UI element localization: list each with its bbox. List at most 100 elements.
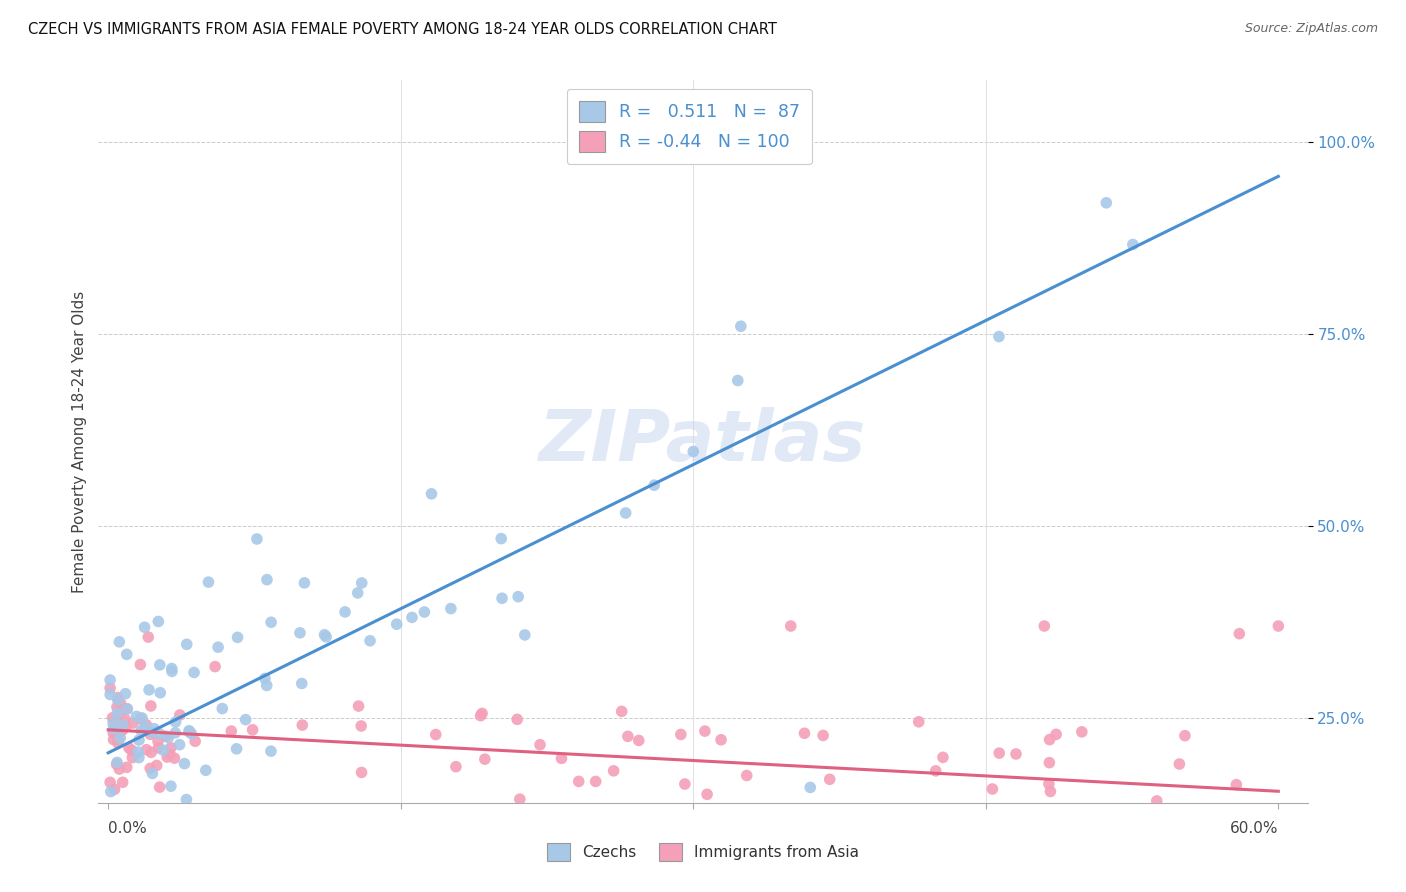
Point <box>111 775 134 789</box>
Point <box>177 723 200 738</box>
Point <box>1070 724 1092 739</box>
Point <box>103 732 125 747</box>
Point <box>111 717 134 731</box>
Point <box>288 625 311 640</box>
Point <box>204 659 226 673</box>
Point <box>799 780 821 795</box>
Point <box>981 782 1004 797</box>
Point <box>669 727 692 741</box>
Point <box>183 665 205 680</box>
Point <box>105 757 128 772</box>
Point <box>110 696 132 710</box>
Point <box>155 729 177 743</box>
Point <box>602 764 624 778</box>
Point <box>489 532 512 546</box>
Point <box>136 630 159 644</box>
Point <box>617 729 640 743</box>
Point <box>104 782 127 797</box>
Point <box>314 628 336 642</box>
Point <box>139 761 162 775</box>
Point <box>103 722 125 736</box>
Point <box>141 766 163 780</box>
Point <box>643 478 665 492</box>
Point <box>131 711 153 725</box>
Point <box>160 779 183 793</box>
Point <box>256 678 278 692</box>
Point <box>197 575 219 590</box>
Point <box>163 751 186 765</box>
Point <box>682 444 704 458</box>
Point <box>117 702 139 716</box>
Point <box>471 706 494 721</box>
Point <box>108 706 131 720</box>
Point <box>141 725 163 739</box>
Point <box>101 725 124 739</box>
Point <box>149 727 172 741</box>
Text: 60.0%: 60.0% <box>1230 822 1278 837</box>
Point <box>145 758 167 772</box>
Point <box>105 713 128 727</box>
Point <box>710 732 733 747</box>
Point <box>129 657 152 672</box>
Point <box>346 586 368 600</box>
Legend: Czechs, Immigrants from Asia: Czechs, Immigrants from Asia <box>541 837 865 867</box>
Point <box>603 810 626 824</box>
Point <box>127 745 149 759</box>
Point <box>793 726 815 740</box>
Point <box>291 718 314 732</box>
Point <box>135 718 157 732</box>
Point <box>614 506 637 520</box>
Point <box>988 329 1011 343</box>
Point <box>107 690 129 705</box>
Point <box>129 712 152 726</box>
Point <box>508 590 530 604</box>
Point <box>110 731 132 745</box>
Point <box>385 617 408 632</box>
Point <box>288 830 311 844</box>
Point <box>246 532 269 546</box>
Point <box>347 699 370 714</box>
Point <box>105 756 128 770</box>
Point <box>696 787 718 801</box>
Point <box>108 635 131 649</box>
Point <box>115 702 138 716</box>
Point <box>105 706 128 721</box>
Point <box>173 756 195 771</box>
Point <box>107 736 129 750</box>
Point <box>184 734 207 748</box>
Point <box>350 576 373 591</box>
Point <box>486 811 509 825</box>
Point <box>114 712 136 726</box>
Point <box>779 619 801 633</box>
Point <box>1038 777 1060 791</box>
Point <box>98 775 121 789</box>
Point <box>294 575 316 590</box>
Point <box>121 743 143 757</box>
Point <box>1005 747 1028 761</box>
Point <box>152 743 174 757</box>
Point <box>585 774 607 789</box>
Point <box>627 733 650 747</box>
Point <box>156 750 179 764</box>
Point <box>225 742 247 756</box>
Point <box>143 722 166 736</box>
Point <box>952 835 974 849</box>
Point <box>211 701 233 715</box>
Point <box>139 698 162 713</box>
Point <box>253 672 276 686</box>
Point <box>111 723 134 738</box>
Point <box>107 728 129 742</box>
Point <box>100 784 122 798</box>
Point <box>1225 778 1247 792</box>
Point <box>727 374 749 388</box>
Point <box>101 716 124 731</box>
Point <box>118 741 141 756</box>
Point <box>818 772 841 787</box>
Point <box>115 648 138 662</box>
Point <box>194 764 217 778</box>
Point <box>157 731 180 745</box>
Point <box>160 740 183 755</box>
Point <box>121 750 143 764</box>
Point <box>506 712 529 726</box>
Point <box>98 814 121 829</box>
